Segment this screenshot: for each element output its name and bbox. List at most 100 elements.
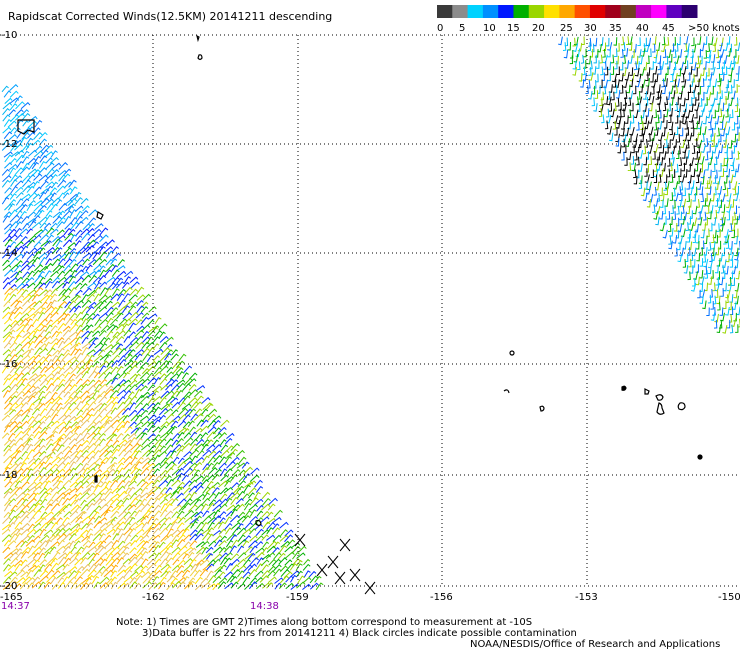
wind-barb	[634, 151, 638, 161]
wind-barb	[93, 528, 103, 536]
wind-barb	[50, 173, 58, 181]
wind-barb	[701, 133, 705, 143]
wind-barb	[116, 293, 125, 301]
wind-barb	[8, 336, 15, 343]
wind-barb	[628, 55, 633, 64]
wind-barb	[16, 378, 25, 386]
wind-barb	[723, 282, 727, 292]
wind-barb	[62, 557, 72, 566]
wind-barb	[38, 396, 46, 405]
wind-barb	[230, 496, 239, 505]
wind-barb	[691, 90, 695, 99]
wind-barb	[202, 532, 211, 541]
wind-barb	[100, 287, 108, 296]
wind-barb	[58, 162, 68, 170]
wind-barb	[76, 520, 84, 529]
wind-barb	[615, 138, 620, 147]
wind-barb	[732, 133, 737, 143]
wind-barb	[88, 217, 97, 225]
wind-barb	[129, 395, 138, 403]
wind-barb	[49, 187, 58, 195]
wind-barb	[164, 390, 175, 398]
wind-barb	[94, 281, 102, 290]
wind-barb	[267, 540, 278, 549]
wind-barb	[45, 312, 53, 320]
wind-barb	[692, 205, 698, 215]
wind-barb	[50, 430, 59, 439]
wind-barb	[218, 517, 226, 525]
wind-barb	[243, 502, 252, 511]
wind-barb	[244, 498, 253, 506]
wind-barb	[153, 570, 162, 577]
wind-barb	[700, 229, 705, 239]
wind-barb	[51, 354, 59, 362]
wind-barb	[21, 289, 29, 296]
wind-barb	[111, 539, 120, 548]
wind-barb	[39, 160, 47, 169]
wind-barb	[31, 169, 41, 177]
wind-barb	[206, 462, 214, 471]
wind-barb	[148, 313, 158, 320]
wind-barb	[653, 163, 658, 172]
wind-barb	[63, 215, 72, 224]
wind-barb	[678, 61, 684, 71]
wind-barb	[55, 239, 63, 248]
wind-barb	[184, 522, 195, 531]
wind-barb	[151, 419, 161, 428]
wind-barb	[224, 456, 232, 465]
wind-barb	[123, 455, 133, 464]
wind-barb	[32, 451, 42, 458]
wind-barb	[152, 355, 160, 362]
wind-barb	[595, 73, 599, 83]
wind-barb	[52, 264, 63, 273]
wind-barb	[50, 503, 60, 511]
wind-barb	[129, 497, 139, 506]
wind-barb	[81, 274, 92, 283]
wind-barb	[4, 228, 12, 235]
wind-barb	[21, 260, 30, 267]
wind-barb	[87, 312, 96, 320]
wind-barb	[69, 247, 77, 254]
lon-label-156: -156	[430, 592, 453, 603]
wind-barb	[230, 474, 238, 482]
wind-barb	[105, 385, 114, 393]
wind-barb	[695, 276, 700, 286]
wind-barb	[653, 144, 659, 153]
wind-barb	[14, 180, 24, 187]
wind-barb	[28, 335, 38, 344]
wind-barb	[2, 583, 12, 591]
wind-barb	[80, 390, 90, 399]
wind-barb	[73, 342, 82, 349]
wind-barb	[226, 492, 235, 500]
wind-barb	[105, 312, 114, 320]
wind-barb	[194, 443, 205, 451]
wind-barb	[148, 522, 157, 530]
wind-barb	[15, 119, 24, 127]
wind-barb	[117, 467, 125, 475]
wind-barb	[249, 497, 259, 506]
wind-barb	[124, 359, 134, 367]
wind-barb	[16, 160, 24, 169]
wind-barb	[148, 552, 157, 559]
wind-barb	[19, 228, 29, 235]
wind-barb	[117, 564, 126, 572]
wind-barb	[8, 580, 18, 589]
wind-barb	[665, 37, 670, 46]
wind-barb	[82, 287, 92, 296]
wind-barb	[62, 401, 72, 410]
wind-barb	[62, 546, 71, 554]
wind-barb	[26, 473, 35, 482]
wind-barb	[38, 431, 48, 440]
wind-barb	[172, 504, 182, 511]
wind-barb	[616, 43, 620, 52]
wind-barb	[182, 456, 193, 464]
wind-barb	[202, 455, 210, 464]
wind-barb	[254, 576, 264, 584]
wind-barb	[122, 420, 130, 429]
wind-barb	[712, 78, 718, 88]
wind-barb	[188, 558, 197, 567]
wind-barb	[32, 485, 42, 493]
wind-barb	[27, 330, 37, 338]
wind-barb	[39, 487, 48, 495]
wind-barb	[603, 61, 607, 70]
